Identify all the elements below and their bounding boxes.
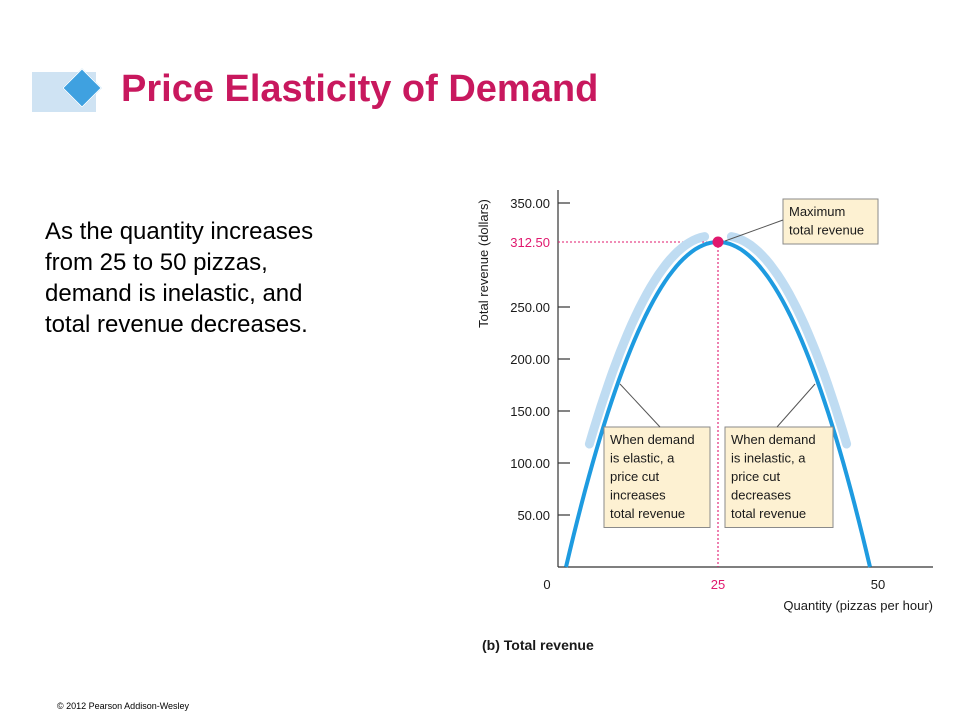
y-tick-label: 50.00: [517, 508, 550, 523]
y-tick-label-highlight: 312.50: [510, 235, 550, 250]
inelastic-callout-text: is inelastic, a: [731, 451, 806, 466]
elastic-callout-text: total revenue: [610, 506, 685, 521]
max-callout: Maximum total revenue: [782, 198, 879, 245]
y-axis-label: Total revenue (dollars): [476, 199, 491, 328]
elastic-callout-text: price cut: [610, 469, 660, 484]
max-callout-box: [782, 198, 879, 245]
y-tick-label: 200.00: [510, 352, 550, 367]
inelastic-callout-box: [724, 426, 834, 528]
y-tick-label: 100.00: [510, 456, 550, 471]
elastic-callout-text: is elastic, a: [610, 451, 675, 466]
elastic-leader: [619, 383, 661, 428]
body-line: demand is inelastic, and: [45, 280, 303, 307]
body-line: from 25 to 50 pizzas,: [45, 249, 268, 276]
elastic-arrow: [584, 232, 710, 449]
inelastic-callout-text: decreases: [731, 488, 791, 503]
inelastic-callout-text: When demand: [731, 432, 816, 447]
max-revenue-point: [712, 236, 724, 248]
x-axis-label: Quantity (pizzas per hour): [783, 598, 933, 613]
inelastic-leader: [776, 383, 816, 428]
inelastic-arrow: [726, 232, 852, 449]
y-tick-label: 150.00: [510, 404, 550, 419]
body-text: As the quantity increases from 25 to 50 …: [45, 216, 425, 340]
max-callout-text: Maximum: [789, 204, 845, 219]
max-callout-text: total revenue: [789, 223, 864, 238]
elastic-callout-box: [603, 426, 711, 528]
chart-caption: (b) Total revenue: [482, 637, 594, 653]
body-line: As the quantity increases: [45, 218, 314, 245]
y-tick-label: 250.00: [510, 300, 550, 315]
elastic-callout-text: increases: [610, 488, 666, 503]
elastic-callout-text: When demand: [610, 432, 695, 447]
inelastic-callout-text: total revenue: [731, 506, 806, 521]
elastic-callout: When demand is elastic, a price cut increas…: [603, 426, 711, 528]
x-tick-label: 25: [711, 577, 725, 592]
copyright-notice: © 2012 Pearson Addison-Wesley: [57, 701, 190, 711]
inelastic-callout-text: price cut: [731, 469, 781, 484]
body-line: total revenue decreases.: [45, 311, 308, 338]
y-tick-label: 350.00: [510, 196, 550, 211]
x-tick-label: 0: [543, 577, 550, 592]
slide-title: Price Elasticity of Demand: [121, 68, 599, 110]
x-tick-label: 50: [871, 577, 885, 592]
max-leader: [724, 219, 784, 242]
inelastic-callout: When demand is inelastic, a price cut decre…: [724, 426, 834, 528]
